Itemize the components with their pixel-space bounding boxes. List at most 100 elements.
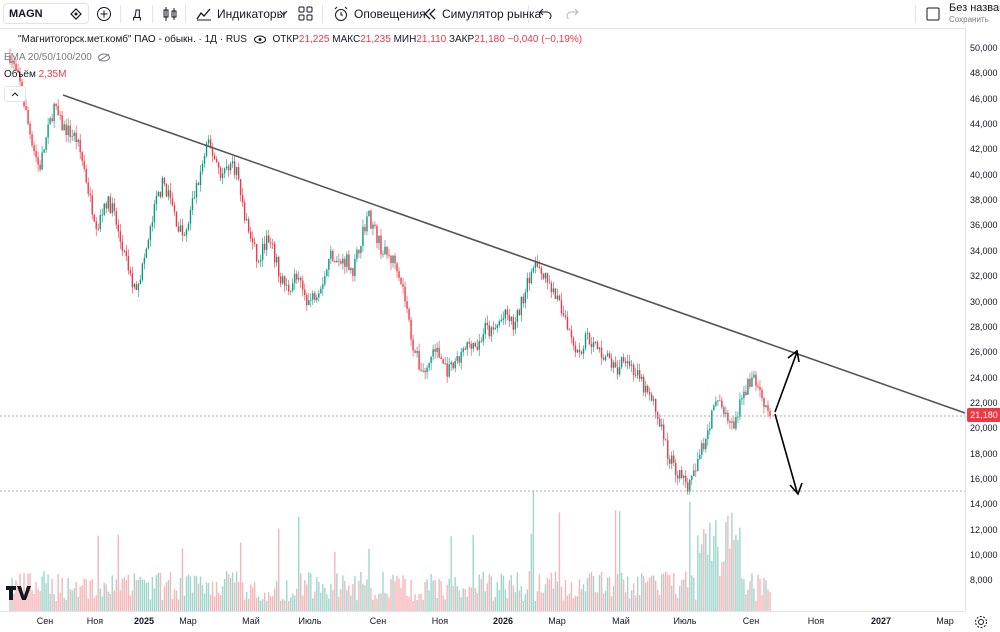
volume-bar	[229, 577, 232, 611]
alerts-button[interactable]: Оповещения	[327, 0, 432, 28]
volume-bar	[522, 600, 525, 611]
candle-body	[344, 258, 346, 267]
candle-body	[284, 276, 286, 286]
volume-bar	[683, 579, 685, 611]
volume-bar	[41, 576, 43, 611]
volume-bar	[494, 596, 496, 611]
price-scale[interactable]: 50,000 48,000 46,000 44,000 42,000 40,000 38,0…	[965, 28, 1000, 611]
chart-pane[interactable]	[0, 28, 965, 611]
eye-icon[interactable]	[253, 35, 266, 44]
volume-bar	[592, 576, 595, 611]
volume-bar	[278, 528, 280, 611]
volume-bar	[737, 540, 739, 611]
candle-body	[478, 341, 480, 350]
add-symbol-icon[interactable]	[96, 6, 112, 22]
volume-bar	[137, 580, 140, 611]
volume-bar	[765, 580, 767, 611]
settings-gear-icon[interactable]	[974, 615, 988, 629]
candle-body	[119, 231, 121, 242]
indicators-button[interactable]: Индикаторы	[190, 0, 291, 28]
candle-body	[689, 479, 691, 492]
candle-body	[273, 243, 276, 263]
volume-bar	[753, 588, 755, 611]
volume-bar	[462, 588, 464, 611]
volume-bar	[516, 572, 519, 611]
candle-body	[286, 284, 288, 286]
volume-bar	[542, 592, 545, 611]
ema-legend[interactable]: EMA 20/50/100/200	[4, 52, 110, 63]
layout-box-icon[interactable]	[926, 7, 940, 21]
candle-body	[765, 405, 767, 407]
time-scale[interactable]: Сен Ноя 2025 Мар Май Июль Сен Ноя 2026 Мар Май Июль…	[0, 611, 987, 632]
volume-bar	[360, 571, 362, 611]
volume-bar	[642, 575, 645, 611]
collapse-legend-button[interactable]	[4, 86, 26, 102]
candle-type-icon[interactable]	[162, 6, 178, 22]
replay-button[interactable]: Симулятор рынка	[417, 0, 547, 28]
candle-body	[364, 226, 366, 232]
volume-bar	[406, 595, 408, 611]
hidden-eye-icon[interactable]	[97, 53, 110, 62]
candle-body	[310, 299, 312, 301]
volume-bar	[506, 598, 509, 611]
volume-bar	[416, 599, 418, 611]
candle-body	[221, 173, 224, 178]
layout-title-block[interactable]: Без названия Сохранить	[949, 3, 1000, 25]
volume-bar	[604, 590, 607, 611]
volume-bar	[69, 589, 71, 611]
redo-icon[interactable]	[566, 8, 579, 19]
candle-body	[75, 132, 77, 142]
volume-bar	[83, 578, 85, 611]
layouts-grid-icon[interactable]	[298, 6, 313, 21]
volume-bar	[372, 599, 374, 611]
interval-button[interactable]: Д	[127, 0, 147, 28]
candle-body	[592, 342, 595, 348]
volume-bar	[15, 580, 17, 611]
volume-bar	[273, 588, 276, 611]
volume-bar	[657, 589, 659, 611]
volume-bar	[398, 578, 400, 611]
volume-bar	[442, 595, 444, 611]
volume-bar	[282, 598, 284, 611]
volume-bar	[292, 593, 294, 611]
candle-body	[731, 421, 733, 423]
symbol-search[interactable]: MAGN	[3, 3, 89, 24]
volume-bar	[600, 571, 603, 611]
close-value: 21,180	[474, 34, 505, 45]
price-chart[interactable]	[0, 28, 965, 611]
candle-body	[181, 225, 184, 236]
volume-bar	[530, 533, 533, 611]
volume-bar	[743, 579, 745, 611]
volume-bar	[717, 546, 719, 611]
volume-bar	[205, 582, 208, 611]
compare-diamond-icon[interactable]	[70, 8, 82, 20]
candle-body	[290, 290, 292, 292]
undo-icon[interactable]	[539, 8, 552, 19]
volume-bar	[322, 584, 324, 611]
volume-bar	[336, 573, 338, 611]
volume-bar	[582, 584, 585, 611]
candle-body	[111, 203, 113, 214]
volume-bar	[284, 600, 286, 611]
volume-bar	[91, 579, 93, 611]
volume-bar	[745, 594, 747, 611]
volume-legend[interactable]: Объём 2,35M	[4, 69, 66, 80]
candle-body	[488, 325, 490, 337]
volume-bar	[472, 534, 474, 611]
candle-body	[594, 342, 597, 343]
volume-bar	[526, 589, 529, 611]
candle-body	[133, 283, 136, 288]
volume-bar	[121, 578, 123, 611]
volume-bar	[193, 575, 196, 611]
candle-body	[526, 277, 529, 293]
volume-bar	[147, 582, 150, 611]
candle-body	[699, 454, 701, 459]
candle-body	[45, 137, 47, 150]
candle-body	[213, 155, 216, 159]
candle-body	[223, 168, 226, 174]
chevron-down-icon[interactable]	[279, 10, 288, 17]
candle-body	[155, 196, 158, 204]
volume-bar	[59, 593, 61, 611]
candle-body	[584, 333, 587, 349]
volume-bar	[231, 572, 234, 611]
